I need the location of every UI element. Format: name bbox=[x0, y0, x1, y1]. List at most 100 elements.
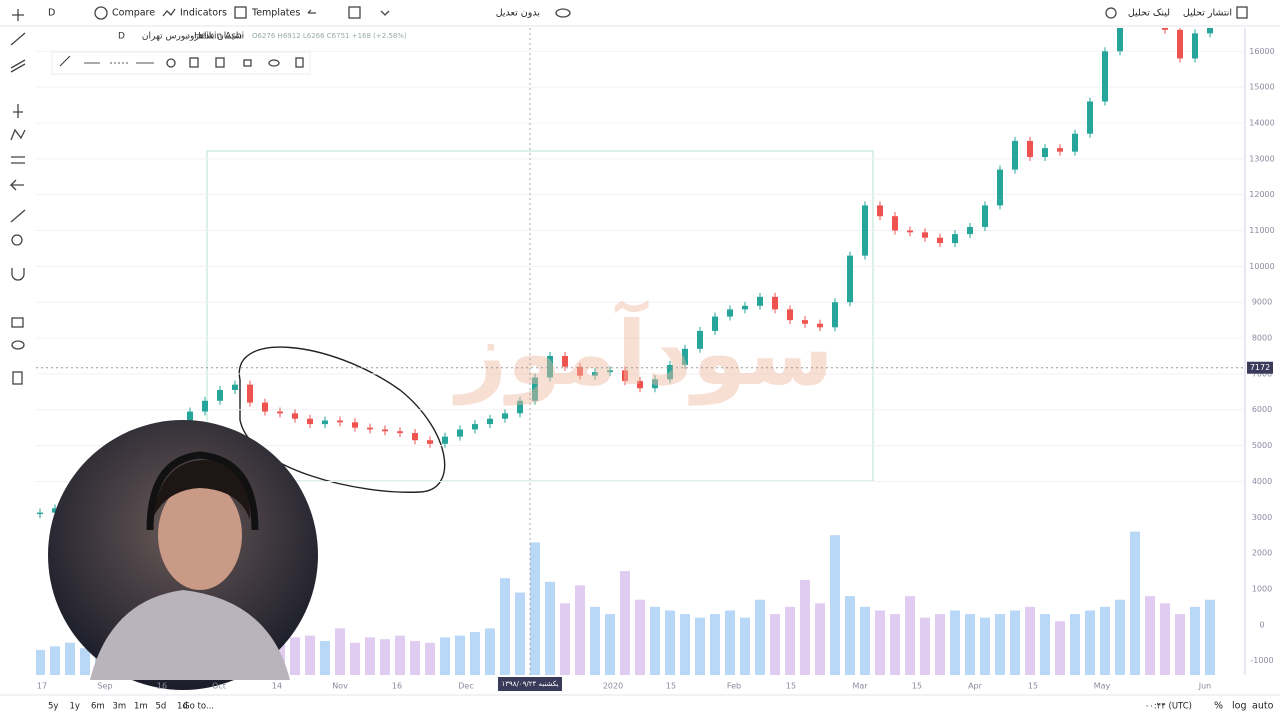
template[interactable] bbox=[189, 57, 199, 68]
volume-bar bbox=[560, 603, 570, 675]
volume-bar bbox=[980, 617, 990, 675]
range-button[interactable]: 5d bbox=[156, 702, 167, 712]
prediction-tool[interactable] bbox=[11, 156, 25, 164]
candle-body bbox=[1027, 140, 1033, 158]
publish-button[interactable]: انتشار تحلیل bbox=[1183, 8, 1232, 19]
trash-tool[interactable] bbox=[12, 371, 23, 385]
candle-body bbox=[592, 372, 598, 376]
volume-bar bbox=[650, 606, 660, 675]
range-button[interactable]: 6m bbox=[91, 702, 105, 712]
log-toggle[interactable]: log bbox=[1232, 701, 1246, 712]
back-tool[interactable] bbox=[9, 179, 24, 191]
candle-body bbox=[1072, 133, 1078, 152]
candle-body bbox=[487, 418, 493, 425]
timezone[interactable]: ۰۰:۴۴ (UTC) bbox=[1145, 702, 1192, 712]
x-tick-label: 15 bbox=[1028, 682, 1038, 691]
symbol-name: سیمان شاهرود bbox=[186, 32, 242, 42]
indicators-button[interactable]: Indicators bbox=[180, 8, 227, 19]
fib-tool[interactable] bbox=[10, 59, 26, 73]
volume-bar bbox=[500, 578, 510, 675]
clone[interactable] bbox=[215, 57, 225, 68]
candle-body bbox=[457, 429, 463, 437]
volume-bar bbox=[395, 635, 405, 675]
hide[interactable] bbox=[268, 59, 280, 67]
range-button[interactable]: 1y bbox=[70, 702, 80, 712]
crosshair-date-box bbox=[498, 677, 562, 691]
lock[interactable] bbox=[243, 59, 252, 67]
hide-icon[interactable] bbox=[555, 8, 571, 18]
auto-toggle[interactable]: auto bbox=[1252, 701, 1274, 712]
volume-bar bbox=[485, 628, 495, 675]
delete[interactable] bbox=[295, 57, 304, 68]
candle-body bbox=[712, 316, 718, 331]
volume-bar bbox=[335, 628, 345, 675]
pattern-tool[interactable] bbox=[10, 128, 26, 141]
interval-button[interactable]: D bbox=[48, 8, 55, 19]
volume-bar bbox=[1040, 614, 1050, 675]
visibility-tool[interactable] bbox=[11, 340, 25, 350]
link-button[interactable]: لینک تحلیل bbox=[1128, 8, 1170, 19]
x-tick-label: Sep bbox=[97, 682, 112, 691]
candle-body bbox=[622, 370, 628, 382]
volume-bar bbox=[350, 642, 360, 675]
lock-tool[interactable] bbox=[11, 317, 24, 328]
volume-bar bbox=[680, 614, 690, 675]
percent-toggle[interactable]: % bbox=[1214, 701, 1223, 712]
candle-body bbox=[727, 309, 733, 317]
candle-body bbox=[217, 390, 223, 401]
volume-bar bbox=[755, 599, 765, 675]
volume-tick-label: 0 bbox=[1259, 620, 1264, 629]
compare-button[interactable]: Compare bbox=[112, 8, 155, 19]
legend-interval: D bbox=[118, 32, 125, 42]
range-button[interactable]: 5y bbox=[48, 702, 58, 712]
settings[interactable] bbox=[166, 58, 176, 68]
webcam-overlay bbox=[48, 420, 318, 690]
candle-body bbox=[1207, 28, 1213, 34]
volume-bar bbox=[965, 614, 975, 675]
adjust-button[interactable]: بدون تعدیل bbox=[496, 8, 540, 19]
volume-bar bbox=[1190, 606, 1200, 675]
cursor-tool[interactable] bbox=[12, 9, 24, 21]
x-tick-label: Nov bbox=[332, 682, 348, 691]
volume-bar bbox=[995, 614, 1005, 675]
last-price-label: 7172 bbox=[1250, 363, 1270, 372]
settings-icon[interactable] bbox=[1105, 7, 1117, 19]
candle-body bbox=[862, 205, 868, 256]
volume-bar bbox=[620, 571, 630, 675]
crosshair-date: یکشنبه ۱۳۹۸/۰۹/۲۴ bbox=[501, 680, 558, 688]
volume-bar bbox=[380, 639, 390, 675]
undo-icon[interactable] bbox=[307, 9, 316, 14]
volume-bar bbox=[305, 635, 315, 675]
line-color[interactable] bbox=[59, 55, 71, 67]
zoom-tool[interactable] bbox=[11, 234, 23, 246]
volume-bar bbox=[740, 617, 750, 675]
trendline-tool[interactable] bbox=[10, 32, 26, 46]
candle-body bbox=[892, 216, 898, 231]
goto-button[interactable]: Go to... bbox=[183, 702, 214, 712]
left-toolbar bbox=[9, 9, 26, 385]
headphones bbox=[146, 451, 259, 531]
text-tool[interactable] bbox=[13, 104, 23, 118]
candle-body bbox=[1162, 28, 1168, 30]
candle-body bbox=[352, 422, 358, 428]
price-tick-label: 14000 bbox=[1249, 118, 1274, 127]
volume-bar bbox=[725, 610, 735, 675]
candle-body bbox=[637, 381, 643, 389]
volume-bar bbox=[410, 640, 420, 675]
range-button[interactable]: 3m bbox=[113, 702, 127, 712]
range-button[interactable]: 1d bbox=[177, 702, 188, 712]
templates-button[interactable]: Templates bbox=[251, 8, 300, 19]
price-tick-label: 13000 bbox=[1249, 154, 1274, 163]
last-price-box bbox=[1247, 361, 1273, 374]
candle-body bbox=[1117, 28, 1123, 52]
x-tick-label: 16 bbox=[392, 682, 402, 691]
volume-bar bbox=[635, 599, 645, 675]
candle-body bbox=[982, 205, 988, 227]
magnet-tool[interactable] bbox=[11, 268, 25, 281]
ruler-tool[interactable] bbox=[10, 209, 26, 223]
dropdown-icon[interactable] bbox=[380, 10, 390, 16]
fullscreen-icon[interactable] bbox=[348, 6, 361, 19]
candle-body bbox=[952, 234, 958, 244]
range-button[interactable]: 1m bbox=[134, 702, 148, 712]
